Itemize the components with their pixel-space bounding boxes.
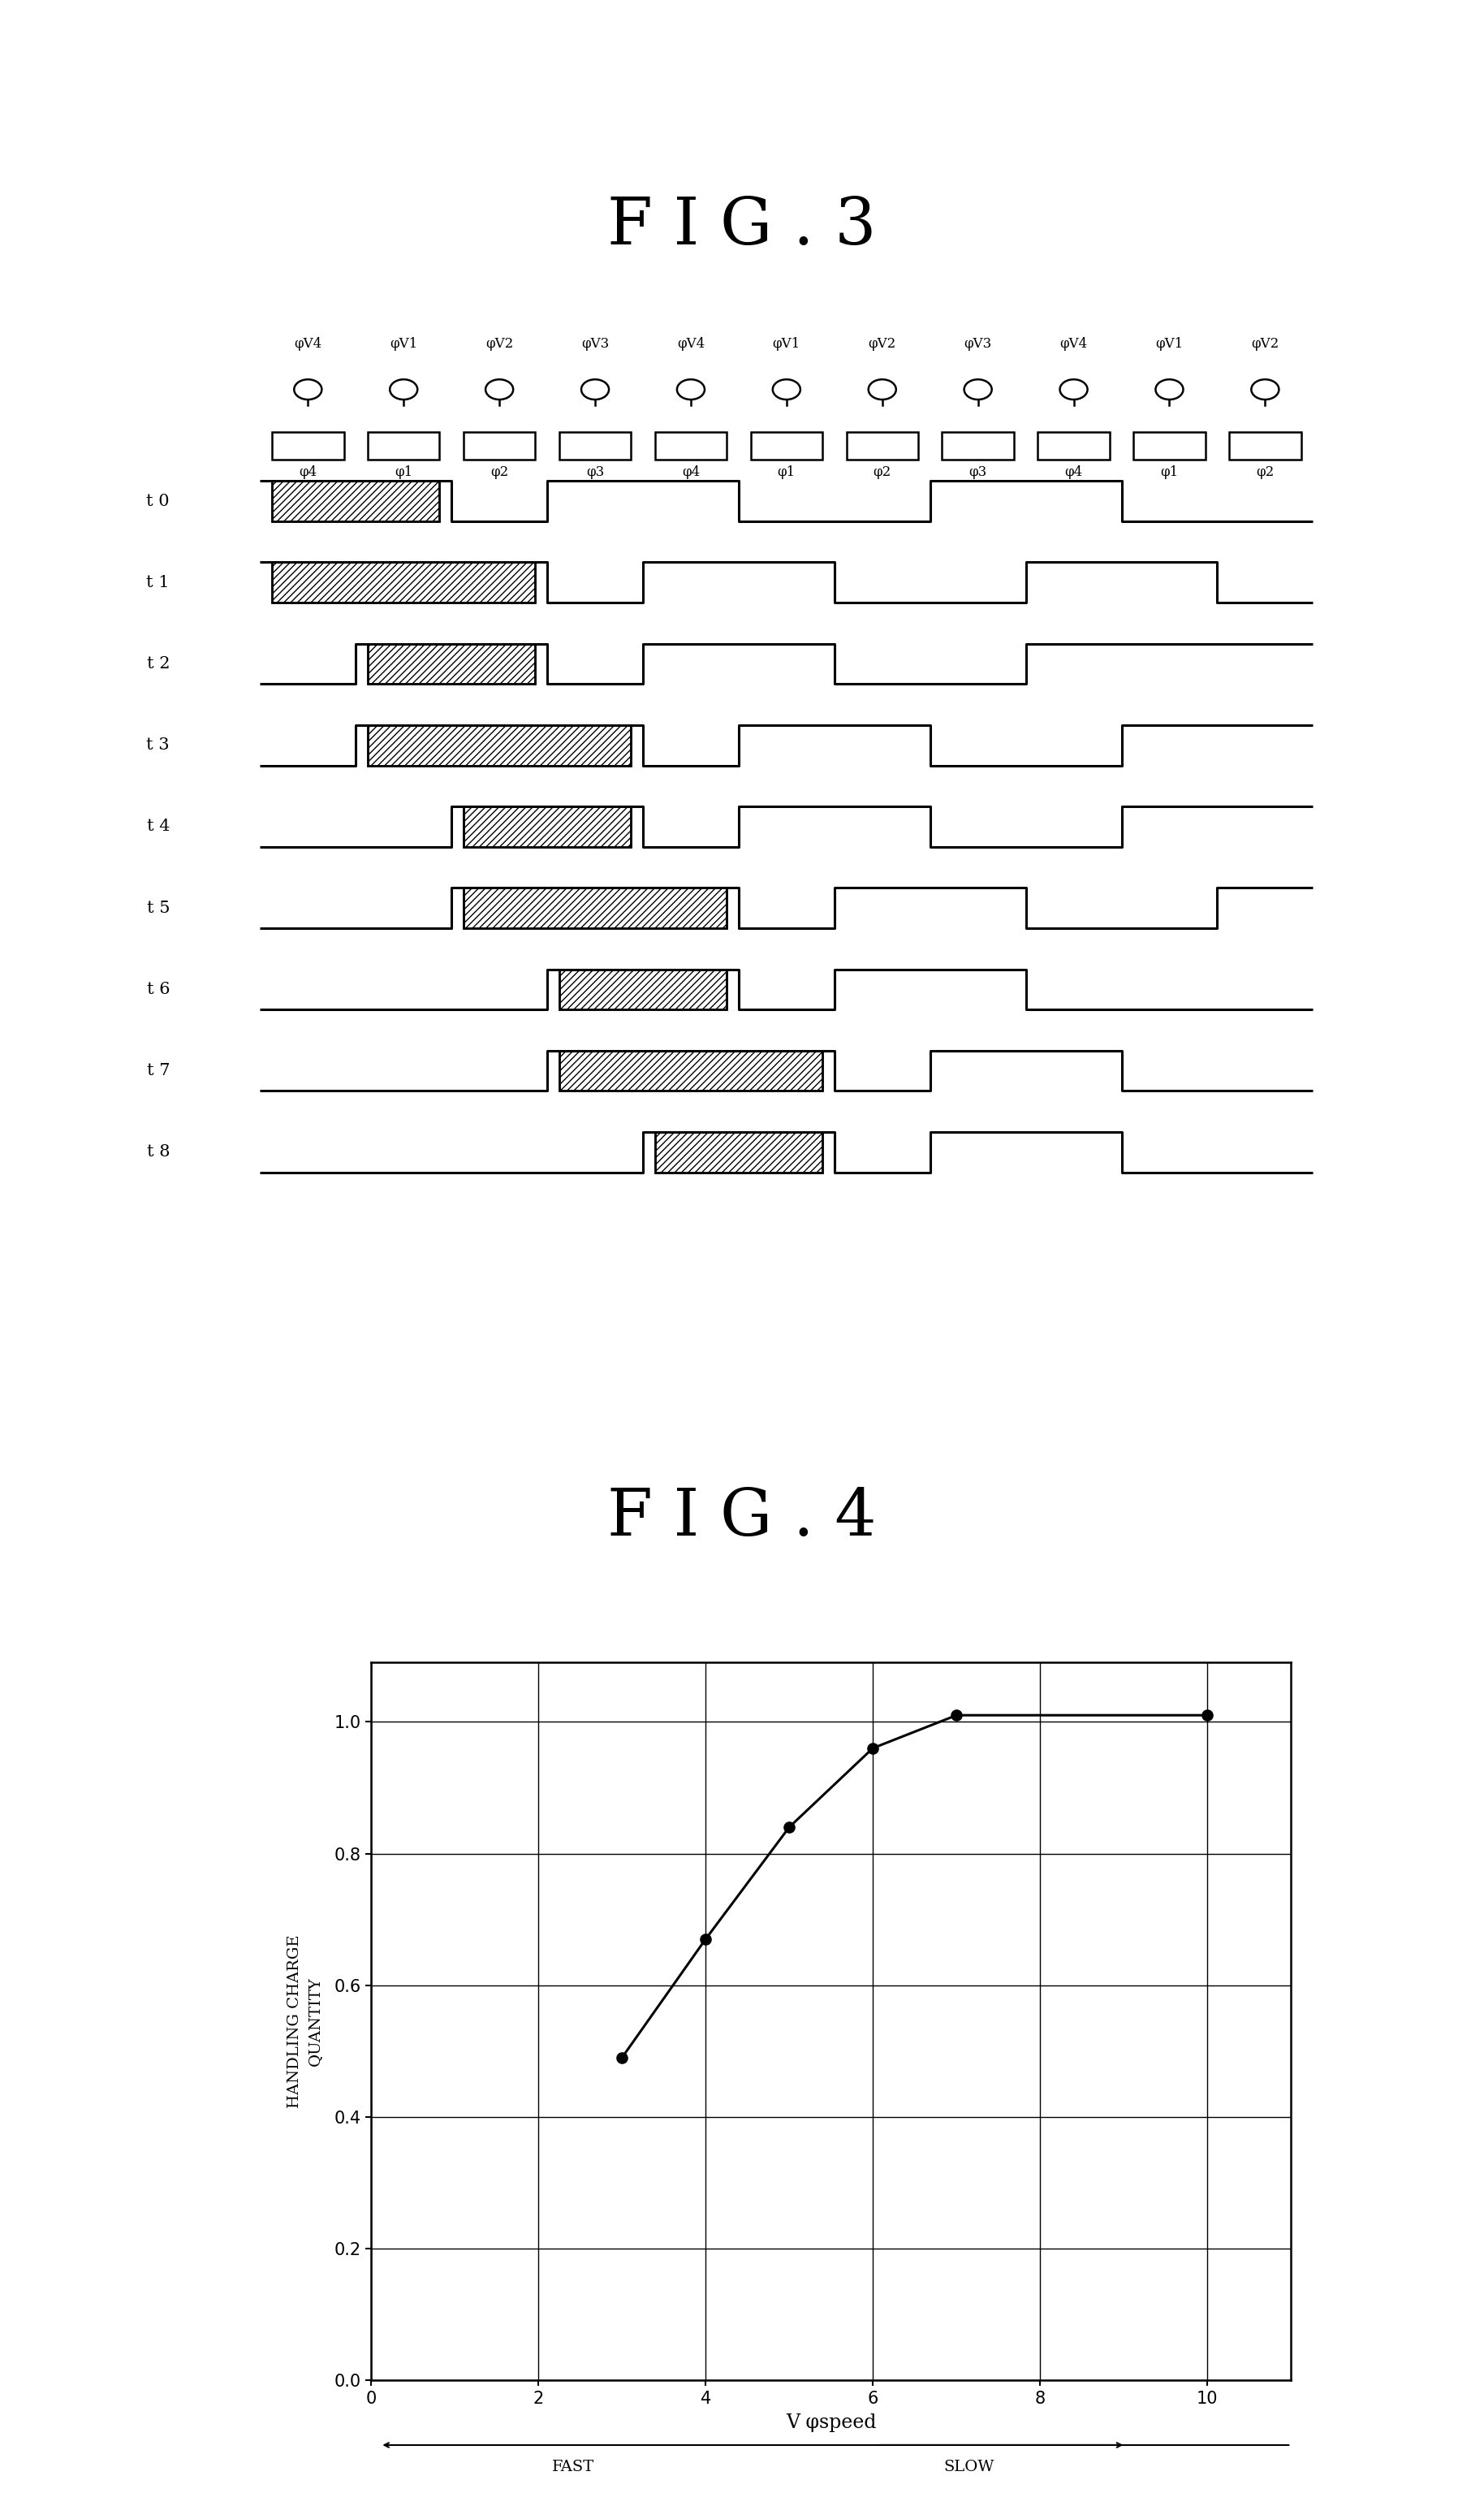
- Text: φV1: φV1: [1156, 338, 1183, 350]
- Text: t 3: t 3: [147, 738, 169, 753]
- Text: t 2: t 2: [147, 655, 169, 673]
- Bar: [846, 433, 919, 458]
- Text: φV4: φV4: [294, 338, 322, 350]
- Bar: [751, 433, 822, 458]
- Text: φ2: φ2: [490, 466, 509, 479]
- Text: φ4: φ4: [681, 466, 700, 479]
- Text: t 1: t 1: [147, 574, 169, 589]
- Bar: [942, 433, 1014, 458]
- Text: φ1: φ1: [395, 466, 413, 479]
- Bar: [463, 806, 631, 846]
- Bar: [272, 562, 536, 602]
- Bar: [463, 887, 727, 927]
- Bar: [368, 433, 439, 458]
- Y-axis label: HANDLING CHARGE
QUANTITY: HANDLING CHARGE QUANTITY: [288, 1935, 322, 2108]
- Bar: [368, 725, 631, 766]
- Text: t 6: t 6: [147, 982, 169, 998]
- Text: SLOW: SLOW: [944, 2459, 994, 2474]
- Bar: [272, 481, 439, 521]
- Text: φ3: φ3: [969, 466, 987, 479]
- Bar: [1229, 433, 1301, 458]
- Text: F I G . 4: F I G . 4: [607, 1486, 877, 1549]
- Bar: [463, 433, 536, 458]
- Bar: [559, 433, 631, 458]
- Text: t 4: t 4: [147, 819, 169, 834]
- Text: FAST: FAST: [552, 2459, 595, 2474]
- Text: φ2: φ2: [1255, 466, 1275, 479]
- Bar: [272, 562, 536, 602]
- Bar: [654, 1131, 822, 1171]
- Bar: [272, 481, 439, 521]
- X-axis label: V φspeed: V φspeed: [787, 2413, 876, 2433]
- Bar: [368, 645, 536, 685]
- Text: φV4: φV4: [1060, 338, 1088, 350]
- Text: φV3: φV3: [965, 338, 991, 350]
- Bar: [368, 645, 536, 685]
- Bar: [1134, 433, 1205, 458]
- Text: F I G . 3: F I G . 3: [607, 194, 877, 259]
- Text: φV2: φV2: [868, 338, 896, 350]
- Bar: [463, 887, 727, 927]
- Bar: [559, 970, 727, 1010]
- Text: φ3: φ3: [586, 466, 604, 479]
- Bar: [559, 1050, 822, 1091]
- Text: φ4: φ4: [298, 466, 318, 479]
- Bar: [654, 433, 727, 458]
- Text: φV3: φV3: [582, 338, 608, 350]
- Text: φV2: φV2: [1251, 338, 1279, 350]
- Bar: [1037, 433, 1110, 458]
- Text: φ2: φ2: [873, 466, 892, 479]
- Text: φV2: φV2: [485, 338, 513, 350]
- Bar: [559, 1050, 822, 1091]
- Text: t 8: t 8: [147, 1144, 169, 1159]
- Text: φ1: φ1: [1160, 466, 1178, 479]
- Text: φV1: φV1: [773, 338, 800, 350]
- Text: t 0: t 0: [147, 494, 169, 509]
- Bar: [654, 1131, 822, 1171]
- Text: φ1: φ1: [778, 466, 795, 479]
- Text: φ4: φ4: [1064, 466, 1083, 479]
- Bar: [368, 725, 631, 766]
- Bar: [559, 970, 727, 1010]
- Text: φV4: φV4: [677, 338, 705, 350]
- Bar: [463, 806, 631, 846]
- Text: t 7: t 7: [147, 1063, 169, 1078]
- Text: t 5: t 5: [147, 899, 169, 917]
- Bar: [272, 433, 344, 458]
- Text: φV1: φV1: [390, 338, 417, 350]
